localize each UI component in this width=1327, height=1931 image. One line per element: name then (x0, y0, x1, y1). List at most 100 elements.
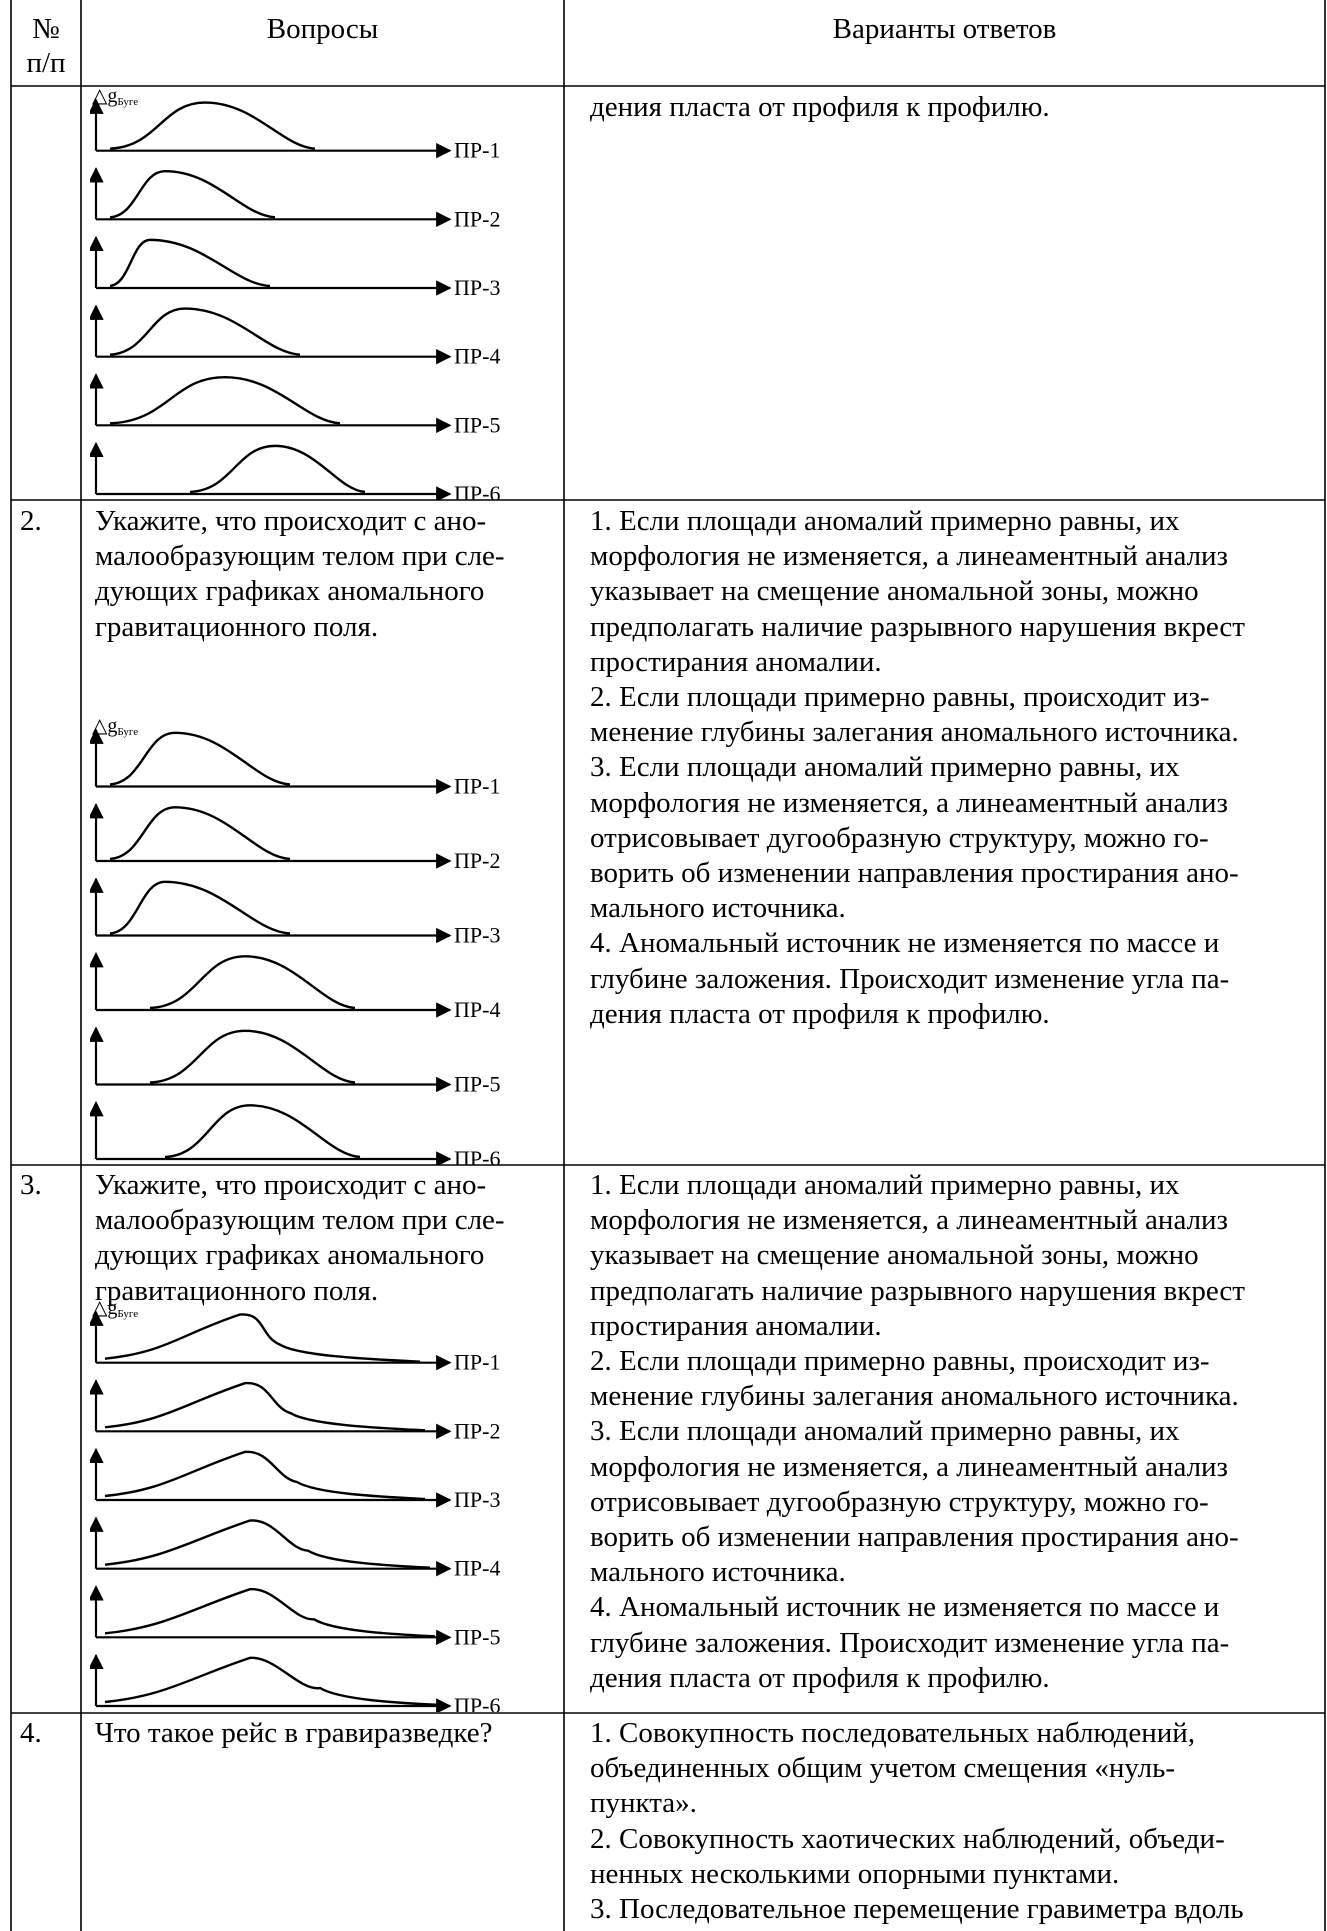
profile-graphs-figure-3: △gБуге ПР-1 ПР-2 ПР-3 ПР-4 ПР-5 ПР-6 (90, 1300, 500, 1712)
anomaly-curve (109, 880, 291, 935)
profile-panel: ПР-3 (90, 877, 500, 948)
header-answers: Варианты ответов (832, 13, 1057, 45)
answer-line: 2. Если площади примерно равны, происход… (590, 681, 1210, 714)
answer-line: простирания аномалии. (590, 1309, 882, 1342)
profile-label: ПР-5 (454, 1624, 500, 1649)
question-line: дующих графиках аномального (95, 1239, 485, 1272)
profile-graphs-figure-1: △gБуге ПР-1 ПР-2 ПР-3 ПР-4 ПР-5 ПР-6 (90, 88, 500, 500)
answer-line: 1. Совокупность последовательных наблюде… (590, 1717, 1196, 1749)
profile-panel: ПР-5 (90, 373, 500, 437)
question-line: Укажите, что происходит с ано- (95, 1169, 487, 1201)
header-num-line2: п/п (26, 47, 66, 79)
anomaly-curve (109, 307, 301, 356)
row-2-question: Укажите, что происходит с ано- малообраз… (95, 504, 505, 645)
profile-label: ПР-4 (454, 344, 500, 369)
answer-line: морфология не изменяется, а линеаментный… (590, 1450, 1229, 1483)
anomaly-curve (149, 955, 356, 1010)
profile-panel: ПР-1 (90, 728, 500, 799)
axis-label-delta-g: △gБуге (92, 88, 138, 108)
profile-label: ПР-6 (454, 1693, 500, 1712)
header-questions: Вопросы (266, 13, 379, 45)
profile-panel: ПР-3 (90, 1447, 500, 1512)
profile-label: ПР-1 (454, 774, 500, 799)
profile-label: ПР-4 (454, 1556, 500, 1581)
profile-panel: ПР-2 (90, 802, 500, 873)
answer-line: морфология не изменяется, а линеаментный… (590, 540, 1229, 573)
profile-label: ПР-3 (454, 1487, 500, 1512)
row-2-answers: 1. Если площади аномалий примерно равны,… (590, 504, 1245, 1032)
answer-line: отрисовывает дугообразную структуру, мож… (590, 821, 1209, 854)
answer-line: дения пласта от профиля к профилю. (590, 91, 1050, 123)
answer-line: 3. Последовательное перемещение гравимет… (590, 1893, 1244, 1926)
profile-panel: ПР-5 (90, 1585, 500, 1649)
question-line: малообразующим телом при сле- (95, 1204, 505, 1237)
anomaly-curve (189, 444, 366, 494)
anomaly-curve (164, 1104, 361, 1159)
answer-line: ворить об изменении направления простира… (590, 857, 1239, 890)
anomaly-curve (104, 1656, 441, 1707)
row-4-number: 4. (20, 1717, 42, 1749)
answer-line: 2. Если площади примерно равны, происход… (590, 1345, 1210, 1378)
answer-line: предполагать наличие разрывного нарушени… (590, 610, 1245, 643)
answer-line: морфология не изменяется, а линеаментный… (590, 1204, 1229, 1237)
anomaly-curve (104, 1519, 431, 1569)
profile-panel: ПР-4 (90, 951, 500, 1022)
profile-label: ПР-3 (454, 275, 500, 300)
answer-line: предполагать наличие разрывного нарушени… (590, 1274, 1245, 1307)
question-line: гравитационного поля. (95, 610, 379, 643)
answer-line: дения пласта от профиля к профилю. (590, 997, 1050, 1030)
answer-line: объединенных общим учетом смещения «нуль… (590, 1752, 1175, 1785)
answer-line: мального источника. (590, 892, 846, 925)
anomaly-curve (149, 1029, 356, 1084)
header-num-col: № п/п (11, 12, 81, 80)
question-line: Укажите, что происходит с ано- (95, 505, 487, 537)
profile-panel: ПР-5 (90, 1026, 500, 1097)
profile-label: ПР-2 (454, 848, 500, 873)
row-0-answers: дения пласта от профиля к профилю. (590, 90, 1050, 125)
anomaly-curve (109, 731, 291, 786)
profile-panel: ПР-1 (90, 98, 500, 163)
anomaly-curve (104, 1450, 426, 1501)
question-line: малообразующим телом при сле- (95, 540, 505, 573)
row-3-answers: 1. Если площади аномалий примерно равны,… (590, 1168, 1245, 1696)
answer-line: 4. Аномальный источник не изменяется по … (590, 1591, 1220, 1624)
anomaly-curve (109, 101, 316, 150)
anomaly-curve (109, 238, 271, 288)
profile-label: ПР-5 (454, 1072, 500, 1097)
profile-panel: ПР-4 (90, 1516, 500, 1581)
answer-line: глубине заложения. Происходит изменение … (590, 1626, 1230, 1659)
profile-label: ПР-5 (454, 412, 500, 437)
profile-panel: ПР-6 (90, 1100, 500, 1165)
answer-line: менение глубины залегания аномального ис… (590, 716, 1239, 749)
anomaly-curve (104, 1313, 421, 1363)
profile-label: ПР-1 (454, 1350, 500, 1375)
profile-panel: ПР-6 (90, 1653, 500, 1712)
answer-line: 2. Совокупность хаотических наблюдений, … (590, 1822, 1225, 1855)
answer-line: указывает на смещение аномальной зоны, м… (590, 1239, 1199, 1272)
question-line: Что такое рейс в гравиразведке? (95, 1717, 493, 1749)
answer-line: ворить об изменении направления простира… (590, 1521, 1239, 1554)
answer-line: простирания аномалии. (590, 645, 882, 678)
profile-label: ПР-6 (454, 481, 500, 500)
anomaly-curve (109, 806, 291, 861)
row-3-number: 3. (20, 1169, 42, 1201)
anomaly-curve (109, 169, 276, 219)
axis-label-delta-g: △gБуге (92, 1300, 138, 1320)
profile-panel: ПР-2 (90, 1379, 500, 1443)
profile-label: ПР-2 (454, 206, 500, 231)
row-2-number: 2. (20, 505, 42, 537)
profile-panel: ПР-3 (90, 235, 500, 300)
profile-label: ПР-2 (454, 1418, 500, 1443)
answer-line: дения пласта от профиля к профилю. (590, 1661, 1050, 1694)
profile-label: ПР-1 (454, 138, 500, 163)
profile-label: ПР-3 (454, 923, 500, 948)
answer-line: пункта». (590, 1787, 697, 1820)
answer-line: 4. Аномальный источник не изменяется по … (590, 927, 1220, 960)
answer-line: указывает на смещение аномальной зоны, м… (590, 575, 1199, 608)
question-line: дующих графиках аномального (95, 575, 485, 608)
answer-line: ненных несколькими опорными пунктами. (590, 1857, 1120, 1890)
profile-graphs-figure-2: △gБуге ПР-1 ПР-2 ПР-3 ПР-4 ПР-5 ПР-6 (90, 718, 500, 1165)
answer-line: отрисовывает дугообразную структуру, мож… (590, 1485, 1209, 1518)
